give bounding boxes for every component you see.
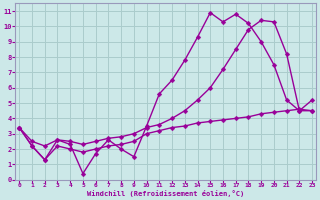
X-axis label: Windchill (Refroidissement éolien,°C): Windchill (Refroidissement éolien,°C)	[87, 190, 244, 197]
